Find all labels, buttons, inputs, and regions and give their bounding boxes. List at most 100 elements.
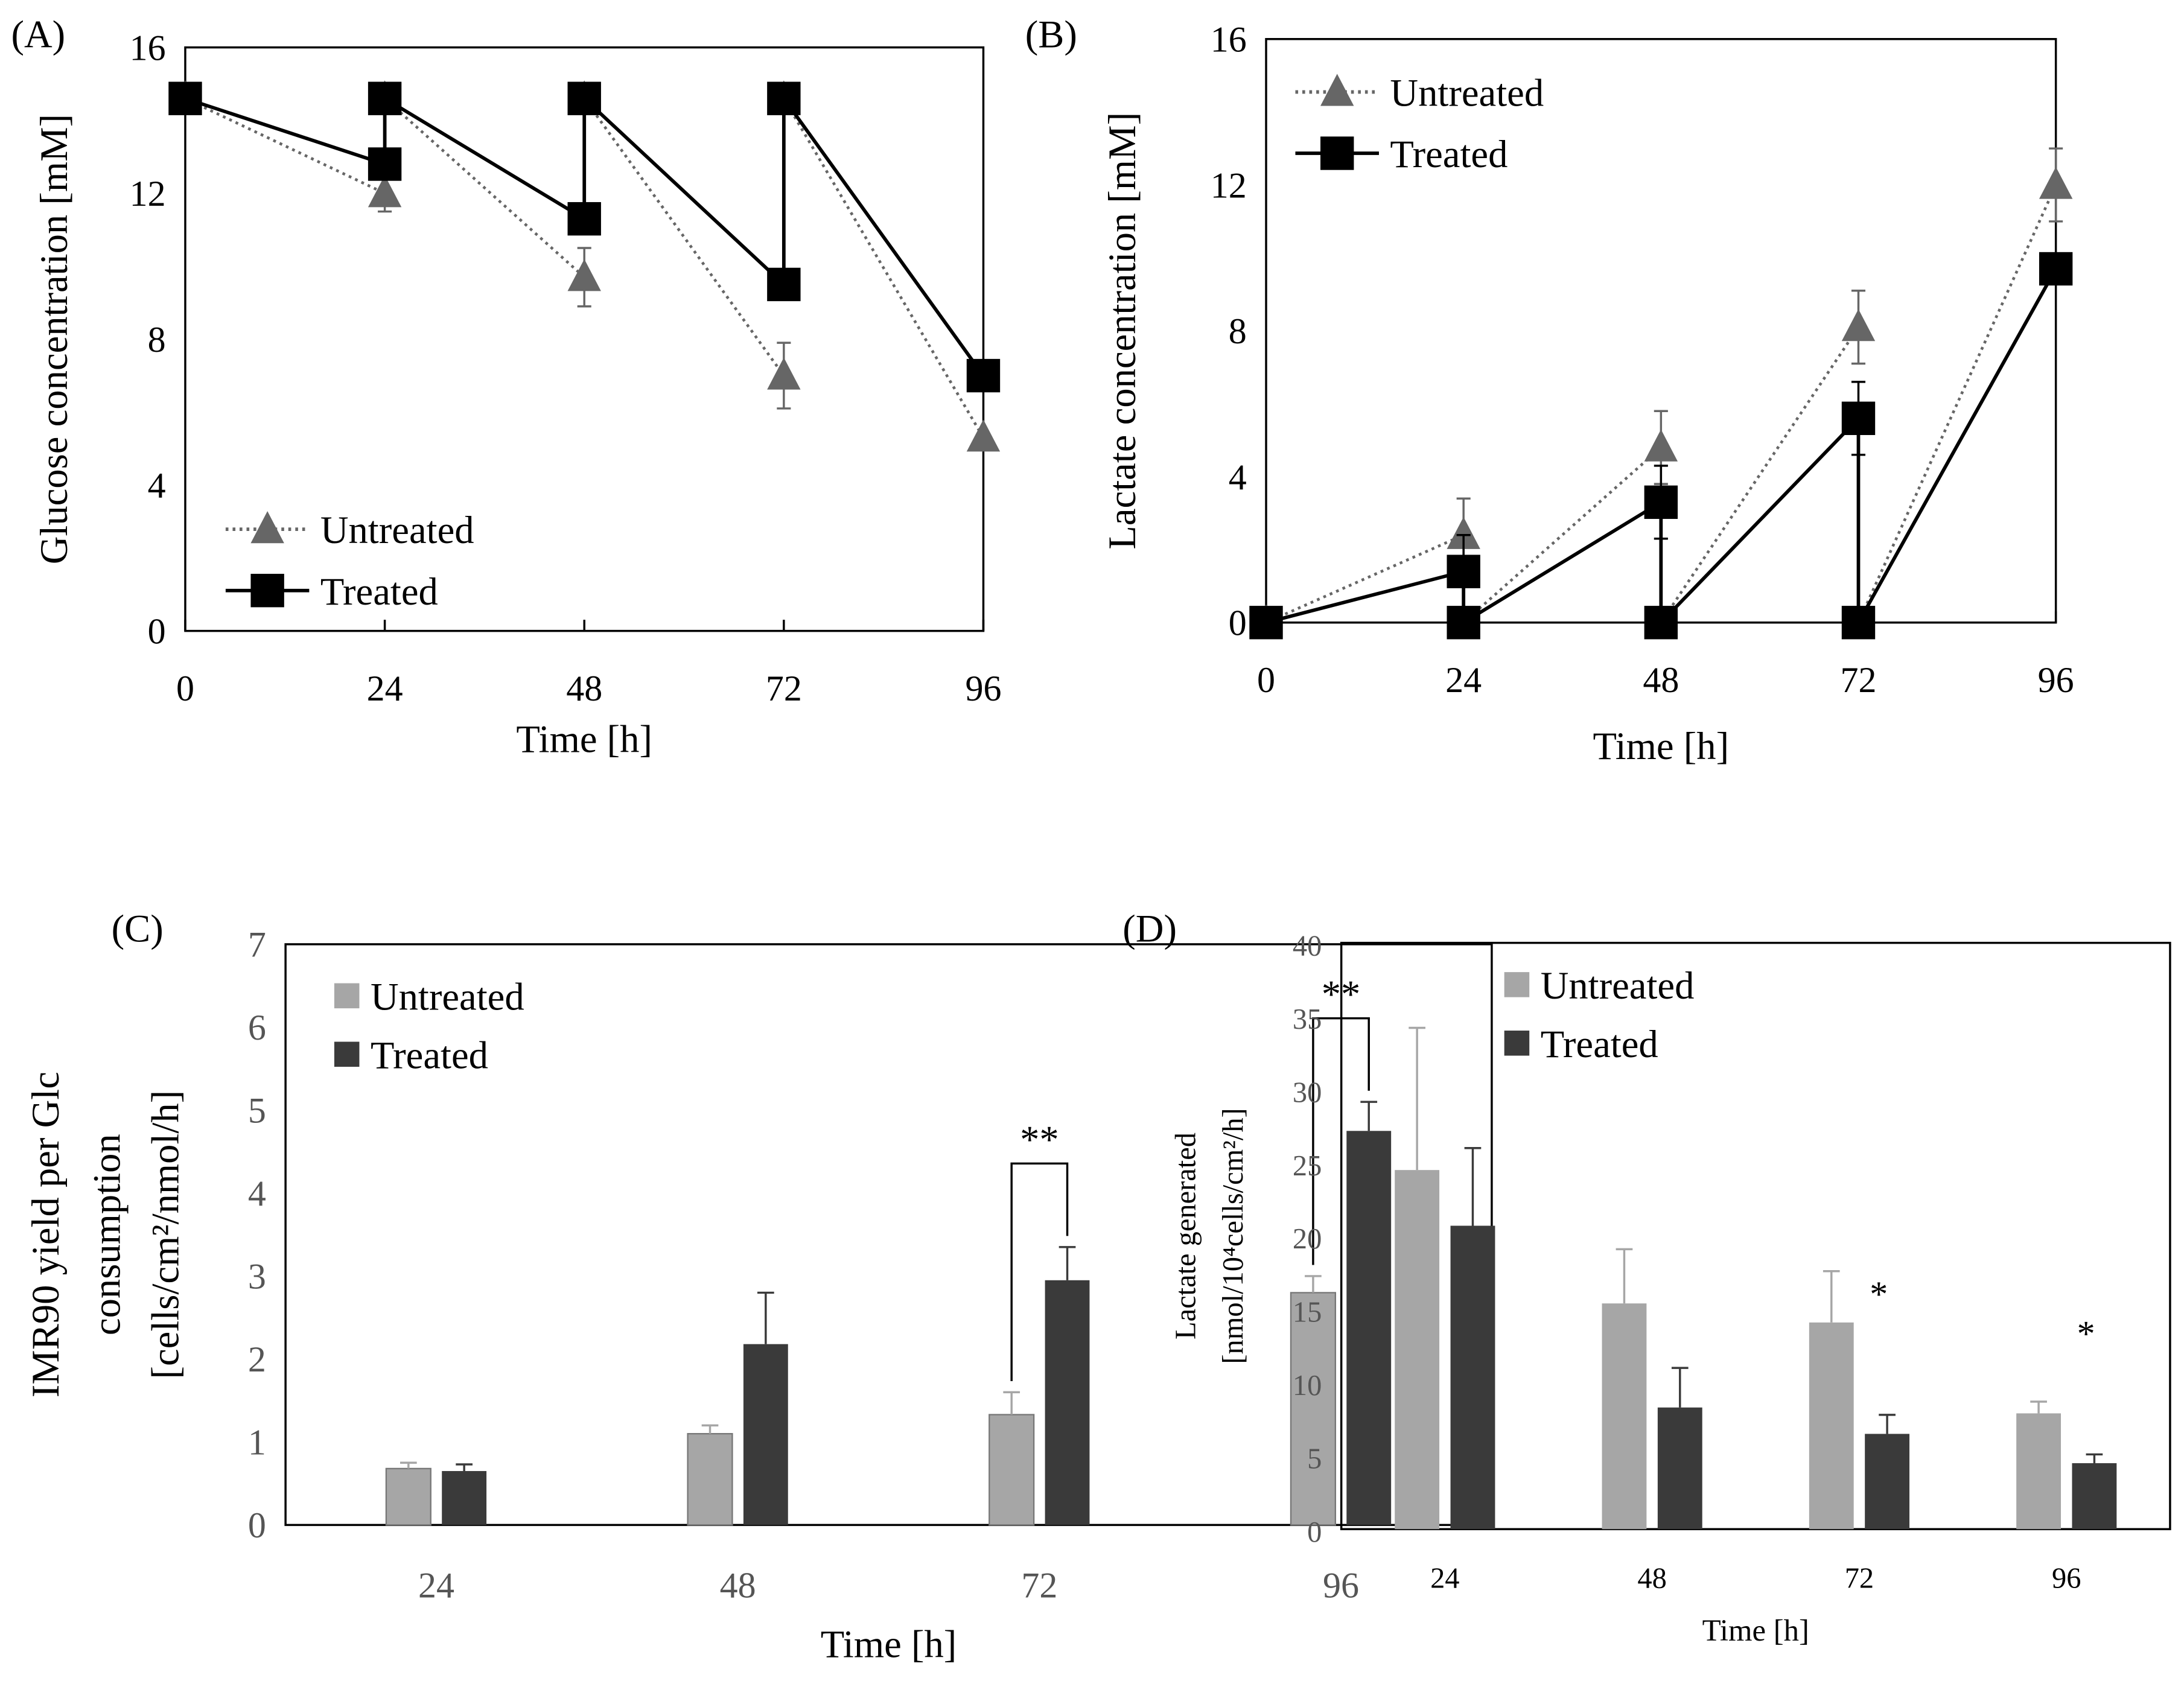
series-treated (168, 81, 1001, 393)
x-tick-label: 96 (1323, 1565, 1359, 1605)
y-tick-label: 5 (1307, 1443, 1322, 1475)
y-tick-label: 7 (248, 925, 266, 965)
data-point (767, 267, 801, 302)
legend-label: Treated (1390, 132, 1507, 176)
data-point (767, 357, 801, 390)
panel-label: (B) (1025, 13, 1077, 57)
x-tick-label: 72 (1840, 660, 1876, 700)
data-point (1841, 309, 1876, 342)
y-axis-label-line: Lactate generated (1170, 1133, 1202, 1339)
y-axis-label-line: IMR90 yield per Glc (24, 1072, 67, 1397)
legend-swatch (334, 1041, 360, 1067)
x-axis-label: Time [h] (1702, 1613, 1809, 1647)
panel-label: (C) (112, 906, 164, 950)
legend-label: Treated (320, 570, 438, 613)
x-tick-label: 72 (1021, 1565, 1057, 1605)
y-tick-label: 10 (1293, 1370, 1322, 1402)
x-tick-label: 24 (367, 669, 403, 708)
data-point (1841, 606, 1876, 640)
x-tick-label: 96 (965, 669, 1001, 708)
bar (1865, 1434, 1910, 1530)
series-line (184, 97, 386, 195)
y-axis-label-line: [cells/cm²/nmol/h] (143, 1090, 186, 1379)
series-line (782, 98, 985, 439)
significance-marker: * (1870, 1274, 1888, 1314)
y-tick-label: 3 (248, 1257, 266, 1297)
y-tick-label: 15 (1293, 1297, 1322, 1329)
data-point (767, 81, 801, 115)
data-point (1644, 485, 1678, 520)
y-tick-label: 16 (130, 28, 166, 68)
y-axis-label-line: consumption (84, 1134, 128, 1335)
bar (1450, 1225, 1495, 1530)
x-tick-label: 24 (418, 1565, 454, 1605)
y-tick-label: 0 (148, 611, 166, 651)
legend-label: Untreated (1541, 964, 1695, 1007)
y-tick-label: 12 (130, 174, 166, 214)
x-tick-label: 96 (2038, 660, 2074, 700)
bar (1657, 1407, 1702, 1530)
data-point (1447, 555, 1480, 588)
legend-label: Untreated (1390, 71, 1544, 115)
y-tick-label: 6 (248, 1008, 266, 1047)
series-untreated (1395, 1026, 2061, 1530)
y-tick-label: 8 (1229, 311, 1247, 351)
y-tick-label: 4 (1229, 457, 1247, 497)
y-tick-label: 20 (1293, 1223, 1322, 1255)
y-tick-label: 0 (248, 1505, 266, 1545)
x-tick-label: 0 (176, 669, 194, 708)
data-point (368, 147, 402, 181)
legend-swatch (1504, 972, 1530, 997)
data-point (2039, 252, 2073, 286)
x-tick-label: 0 (1257, 660, 1275, 700)
bar (743, 1344, 788, 1525)
legend-marker-square (250, 574, 284, 608)
x-tick-label: 48 (566, 669, 602, 708)
x-tick-label: 96 (2052, 1562, 2081, 1594)
data-point (368, 81, 402, 115)
y-tick-label: 5 (248, 1091, 266, 1131)
data-point (567, 259, 601, 291)
y-tick-label: 0 (1229, 603, 1247, 643)
legend-label: Untreated (371, 974, 524, 1018)
legend-marker-square (1320, 136, 1354, 170)
data-point (567, 202, 601, 236)
x-tick-label: 72 (1845, 1562, 1874, 1594)
data-point (567, 81, 601, 115)
series-line (1857, 184, 2057, 623)
series-line (384, 97, 585, 279)
series-line (1266, 533, 1465, 624)
y-tick-label: 4 (248, 1174, 266, 1213)
bar (442, 1471, 487, 1525)
legend-marker-triangle (1320, 74, 1354, 106)
bar (1290, 1292, 1336, 1526)
legend-marker-triangle (250, 511, 284, 544)
significance-marker: * (2077, 1314, 2095, 1353)
y-tick-label: 1 (248, 1423, 266, 1463)
x-axis-label: Time [h] (821, 1622, 957, 1666)
y-tick-label: 8 (148, 320, 166, 360)
chart-panel-c: (C) 0 1 2 3 4 5 6 7 IMR90 yield per Glc consumptio… (24, 906, 1493, 1666)
series-line (1660, 326, 1860, 624)
data-point (168, 81, 202, 115)
y-tick-label: 12 (1211, 165, 1247, 205)
bar (2016, 1413, 2061, 1530)
y-tick-label: 4 (148, 466, 166, 506)
series-treated (442, 1101, 1392, 1525)
series-untreated (385, 1275, 1336, 1526)
data-point (368, 175, 402, 208)
significance-marker: ** (1020, 1117, 1059, 1161)
bar (1809, 1322, 1854, 1530)
bar (1346, 1131, 1392, 1525)
y-tick-label: 2 (248, 1339, 266, 1379)
x-tick-label: 24 (1445, 660, 1482, 700)
bar (989, 1414, 1035, 1526)
y-tick-label: 25 (1293, 1150, 1322, 1182)
series-line (185, 93, 985, 377)
series-line (1462, 446, 1662, 624)
y-tick-label: 40 (1293, 930, 1322, 962)
data-point (1644, 606, 1678, 640)
panel-label: (D) (1122, 906, 1177, 950)
